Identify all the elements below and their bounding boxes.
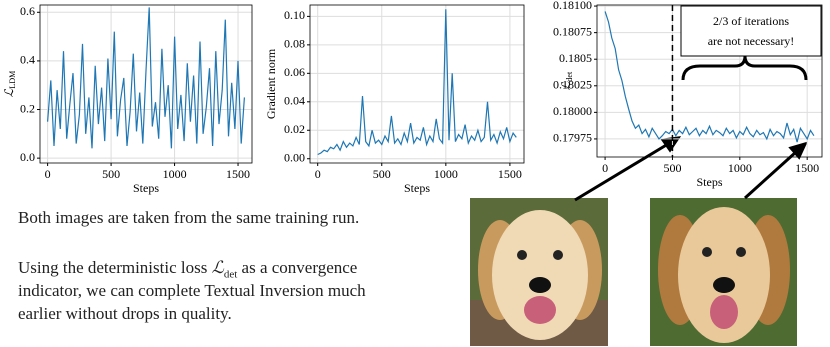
y-tick-label: 0.18000 <box>553 104 592 118</box>
x-tick-label: 0 <box>45 167 51 181</box>
line-series <box>47 7 245 149</box>
x-axis-label: Steps <box>696 175 722 189</box>
line-series <box>317 9 517 156</box>
y-tick-label: 0.00 <box>284 150 305 164</box>
x-tick-label: 1000 <box>163 167 187 181</box>
y-axis-label: Gradient norm <box>264 48 278 119</box>
y-tick-label: 0.02 <box>284 122 305 136</box>
y-tick-label: 0.18025 <box>553 78 592 92</box>
paragraph-line: earlier without drops in quality. <box>18 304 232 323</box>
y-tick-label: 0.1805 <box>559 51 592 65</box>
x-tick-label: 1000 <box>434 167 458 181</box>
x-tick-label: 0 <box>602 161 608 175</box>
y-tick-label: 0.0 <box>20 150 35 164</box>
y-tick-label: 0.18075 <box>553 24 592 38</box>
dog-photo-1 <box>470 198 608 346</box>
y-tick-label: 0.04 <box>284 94 305 108</box>
subscript: det <box>223 268 238 281</box>
arrows <box>574 136 808 202</box>
x-axis-label: Steps <box>404 181 430 195</box>
x-tick-label: 0 <box>315 167 321 181</box>
x-tick-label: 500 <box>102 167 120 181</box>
y-tick-label: 0.08 <box>284 37 305 51</box>
symbol: ℒ <box>211 258 224 277</box>
text: Using the deterministic loss <box>18 258 212 277</box>
y-axis-subscript: LDM <box>8 71 17 89</box>
text: as a convergence <box>237 258 358 277</box>
y-tick-label: 0.4 <box>20 53 35 67</box>
x-tick-label: 1500 <box>498 167 522 181</box>
x-tick-label: 1000 <box>728 161 752 175</box>
x-tick-label: 1500 <box>795 161 819 175</box>
paragraph-line: Using the deterministic loss ℒdet as a c… <box>18 258 357 280</box>
y-axis-symbol: Gradient norm <box>264 48 278 119</box>
annotation-box <box>680 5 822 57</box>
paragraph-line: Both images are taken from the same trai… <box>18 208 360 227</box>
y-tick-label: 0.6 <box>20 4 35 18</box>
y-axis-symbol: ℒ <box>2 88 16 97</box>
plot-frame <box>39 4 253 164</box>
y-tick-label: 0.10 <box>284 8 305 22</box>
annotation-text: 2/3 of iterations <box>713 14 789 28</box>
plot-frame <box>596 4 823 158</box>
y-axis-symbol: ℒ <box>559 81 573 90</box>
y-tick-label: 0.17975 <box>553 131 592 145</box>
y-tick-label: 0.06 <box>284 65 305 79</box>
y-axis-subscript: det <box>565 71 574 82</box>
x-tick-label: 500 <box>373 167 391 181</box>
y-axis-label: ℒdet <box>559 71 574 90</box>
line-series <box>604 11 815 143</box>
y-tick-label: 0.2 <box>20 101 35 115</box>
brace <box>681 55 808 81</box>
x-axis-label: Steps <box>133 181 159 195</box>
y-tick-label: 0.18100 <box>553 0 592 12</box>
annotation-text: are not necessary! <box>708 34 795 48</box>
plot-frame <box>309 4 525 164</box>
x-tick-label: 500 <box>663 161 681 175</box>
y-axis-label: ℒLDM <box>2 71 17 97</box>
x-tick-label: 1500 <box>226 167 250 181</box>
dog-photo-2 <box>650 198 797 346</box>
paragraph-line: indicator, we can complete Textual Inver… <box>18 281 366 300</box>
